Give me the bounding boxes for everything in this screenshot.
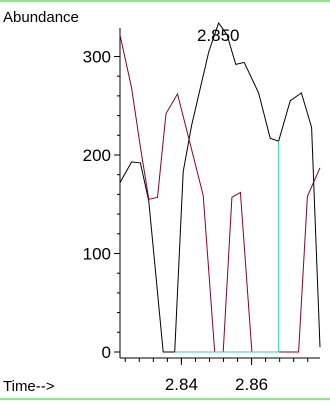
series-line-3 [174, 141, 280, 353]
series-line-1 [119, 21, 321, 353]
x-axis-label: Time--> [3, 378, 55, 395]
x-tick-label: 2.84 [165, 375, 198, 394]
peak-annotation: 2.850 [197, 26, 240, 45]
chart-series [119, 21, 321, 353]
y-tick-label: 200 [83, 146, 111, 165]
y-tick-label: 0 [102, 343, 111, 362]
x-axis: 2.84 2.86 [120, 357, 320, 394]
y-tick-label: 300 [83, 47, 111, 66]
series-line-2 [119, 34, 321, 353]
y-tick-label: 100 [83, 244, 111, 263]
chart-annotations: 2.850 [197, 26, 240, 45]
x-tick-label: 2.86 [235, 375, 268, 394]
y-axis: 0 100 200 300 [83, 28, 121, 362]
y-axis-label: Abundance [3, 9, 79, 26]
